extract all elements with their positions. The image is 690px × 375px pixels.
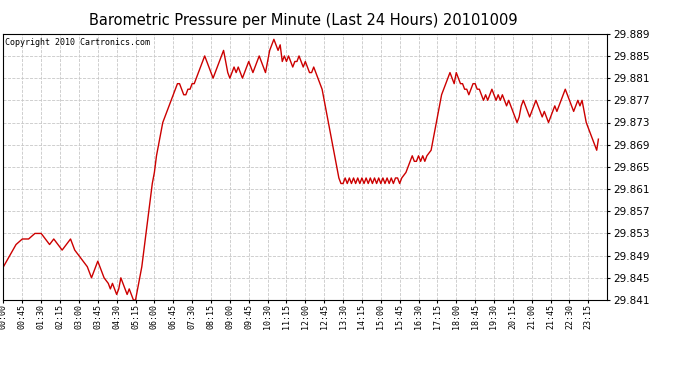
Text: Barometric Pressure per Minute (Last 24 Hours) 20101009: Barometric Pressure per Minute (Last 24 … — [89, 13, 518, 28]
Text: Copyright 2010 Cartronics.com: Copyright 2010 Cartronics.com — [5, 38, 150, 47]
